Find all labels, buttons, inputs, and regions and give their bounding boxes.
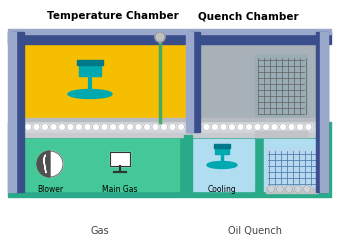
Circle shape [101,124,108,131]
Ellipse shape [207,162,237,169]
Circle shape [220,124,227,131]
Bar [77,61,103,66]
Bar [184,136,192,194]
Circle shape [212,124,219,131]
Circle shape [279,124,286,131]
Text: Cooling: Cooling [207,184,236,193]
Text: Main Gas: Main Gas [102,184,138,193]
Bar [266,149,318,187]
Ellipse shape [68,90,112,99]
Circle shape [228,124,236,131]
Bar [186,33,193,133]
Bar [255,132,307,137]
Bar [8,33,16,192]
Circle shape [41,124,48,131]
Circle shape [84,124,91,131]
Bar [260,136,328,195]
Circle shape [186,124,193,131]
Bar [200,43,316,122]
Text: Quench Chamber: Quench Chamber [198,11,298,21]
Circle shape [267,186,275,193]
Circle shape [297,124,303,131]
Text: Gas: Gas [91,225,109,235]
Bar [186,136,258,195]
Bar [12,33,24,192]
Text: Blower: Blower [37,184,63,193]
Circle shape [24,124,32,131]
Bar [264,139,324,191]
Text: Oil Quench: Oil Quench [228,225,282,235]
Circle shape [50,124,57,131]
Polygon shape [37,151,50,177]
Bar [17,139,179,191]
Bar [266,188,318,193]
Circle shape [303,186,311,193]
Circle shape [118,124,125,131]
Bar [214,144,230,148]
Circle shape [76,124,82,131]
Bar [24,43,186,122]
Bar [255,56,307,117]
Polygon shape [44,155,46,173]
Bar [215,146,229,154]
Circle shape [237,124,244,131]
Circle shape [245,124,253,131]
Bar [24,134,316,137]
Circle shape [203,124,210,131]
Circle shape [195,124,201,131]
Bar [190,33,200,133]
Bar [12,136,184,195]
Text: Temperature Chamber: Temperature Chamber [47,11,179,21]
Circle shape [93,124,100,131]
Bar [24,120,316,135]
Circle shape [295,186,301,193]
Circle shape [277,186,283,193]
Circle shape [109,124,117,131]
Bar [79,64,101,77]
Circle shape [169,124,176,131]
Circle shape [37,151,63,177]
Circle shape [262,124,270,131]
Circle shape [59,124,65,131]
Bar [320,33,328,192]
Circle shape [155,33,165,43]
Bar [8,30,331,35]
Bar [190,139,254,191]
Circle shape [288,124,295,131]
Circle shape [143,124,151,131]
Bar [110,152,130,166]
Circle shape [254,124,261,131]
Circle shape [271,124,278,131]
Circle shape [152,124,159,131]
Bar [110,152,130,166]
Circle shape [126,124,134,131]
Bar [8,122,331,197]
Circle shape [33,124,40,131]
Circle shape [305,124,312,131]
Bar [316,33,328,192]
Circle shape [135,124,142,131]
Circle shape [178,124,184,131]
Bar [24,118,316,121]
Circle shape [160,124,167,131]
Circle shape [285,186,293,193]
Circle shape [67,124,74,131]
Bar [8,33,331,45]
